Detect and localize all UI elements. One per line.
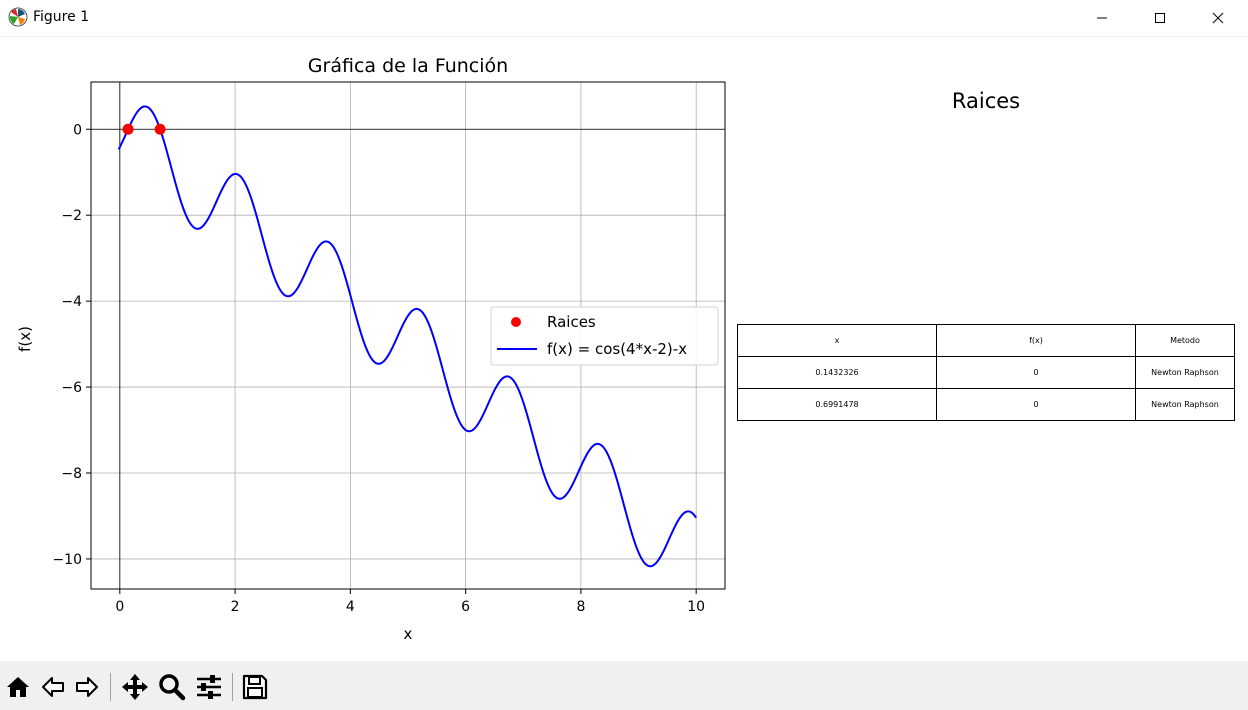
x-tick-label: 6 (461, 599, 470, 615)
y-tick-label: −8 (61, 466, 82, 482)
zoom-icon (159, 674, 186, 701)
toolbar-separator (232, 673, 233, 701)
close-button[interactable] (1189, 0, 1247, 36)
back-icon (42, 677, 64, 697)
pan-button[interactable] (121, 673, 149, 701)
y-tick-label: −4 (61, 294, 82, 310)
home-button[interactable] (4, 673, 32, 701)
legend: Raices f(x) = cos(4*x-2)-x (490, 306, 719, 366)
pan-icon (122, 674, 148, 700)
cell-metodo: Newton Raphson (1135, 388, 1235, 421)
minimize-button[interactable] (1073, 0, 1131, 36)
maximize-icon (1155, 13, 1165, 23)
configure-button[interactable] (195, 673, 223, 701)
matplotlib-icon (8, 7, 28, 27)
plot-frame (90, 81, 726, 590)
x-axis-label: x (404, 625, 413, 643)
root-point (122, 123, 134, 135)
window-title: Figure 1 (33, 9, 90, 25)
legend-marker-raices (511, 317, 521, 327)
cell-x: 0.6991478 (737, 388, 937, 421)
y-axis-label: f(x) (16, 326, 34, 352)
roots-table: x f(x) Metodo 0.1432326 0 Newton Raphson… (737, 324, 1235, 421)
header-fx: f(x) (936, 324, 1136, 357)
root-point (154, 123, 166, 135)
navigation-toolbar (0, 661, 1248, 710)
header-x: x (737, 324, 937, 357)
cell-fx: 0 (936, 356, 1136, 389)
x-tick-label: 10 (687, 599, 705, 615)
y-tick-label: 0 (73, 122, 82, 138)
cell-fx: 0 (936, 388, 1136, 421)
close-icon (1212, 12, 1224, 24)
y-tick-label: −2 (61, 208, 82, 224)
configure-icon (197, 675, 221, 699)
maximize-button[interactable] (1131, 0, 1189, 36)
legend-label-raices: Raices (547, 313, 596, 331)
zoom-button[interactable] (158, 673, 186, 701)
y-tick-label: −10 (52, 552, 82, 568)
minimize-icon (1097, 17, 1107, 19)
x-tick-label: 0 (115, 599, 124, 615)
back-button[interactable] (39, 673, 67, 701)
cell-metodo: Newton Raphson (1135, 356, 1235, 389)
forward-button[interactable] (73, 673, 101, 701)
chart-title: Gráfica de la Función (308, 55, 508, 77)
window-titlebar: Figure 1 (0, 0, 1248, 37)
table-row: 0.1432326 0 Newton Raphson (737, 356, 1235, 389)
table-header-row: x f(x) Metodo (737, 324, 1235, 357)
header-metodo: Metodo (1135, 324, 1235, 357)
legend-label-function: f(x) = cos(4*x-2)-x (547, 340, 687, 358)
x-tick-label: 8 (576, 599, 585, 615)
toolbar-separator (110, 673, 111, 701)
y-tick-label: −6 (61, 380, 82, 396)
function-chart[interactable]: Gráfica de la Función 0 2 4 6 8 10 0 −2 −4 −6 −8 −1… (0, 37, 735, 661)
table-title: Raices (951, 89, 1021, 113)
forward-icon (76, 677, 98, 697)
table-row: 0.6991478 0 Newton Raphson (737, 388, 1235, 421)
figure-canvas[interactable]: Gráfica de la Función 0 2 4 6 8 10 0 −2 −4 −6 −8 −1… (0, 37, 1248, 661)
home-icon (7, 677, 29, 697)
cell-x: 0.1432326 (737, 356, 937, 389)
x-tick-label: 2 (231, 599, 240, 615)
save-icon (242, 674, 268, 700)
function-curve (117, 105, 698, 568)
x-tick-label: 4 (346, 599, 355, 615)
save-button[interactable] (241, 673, 269, 701)
legend-box (490, 306, 719, 366)
